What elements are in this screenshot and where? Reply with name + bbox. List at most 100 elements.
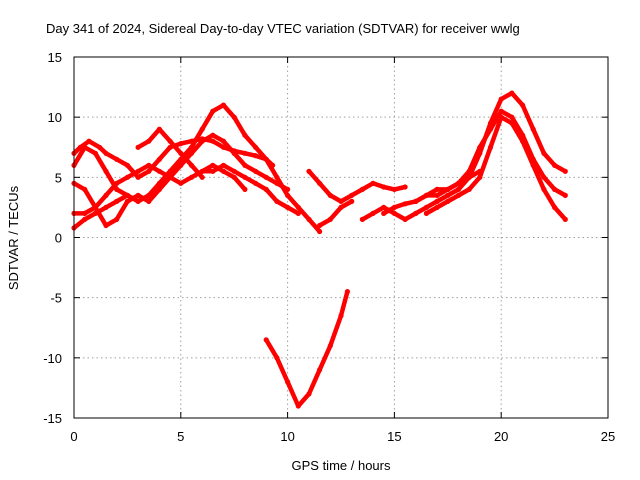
axis-ticks: 0 5 10 15 20 25 -15 -10 -5 0 5 10 15 bbox=[43, 50, 615, 444]
data-point bbox=[455, 192, 462, 198]
data-point bbox=[92, 150, 98, 156]
data-point bbox=[306, 168, 312, 174]
data-point bbox=[242, 162, 248, 168]
data-point bbox=[327, 192, 333, 198]
data-point bbox=[295, 210, 301, 216]
gridlines bbox=[74, 57, 608, 418]
data-point bbox=[178, 150, 184, 156]
data-point bbox=[253, 180, 259, 186]
data-point bbox=[541, 150, 547, 156]
x-axis-label: GPS time / hours bbox=[292, 458, 391, 473]
data-point bbox=[124, 198, 130, 204]
data-point bbox=[338, 313, 344, 319]
data-point bbox=[114, 198, 120, 204]
y-tick-label: 5 bbox=[55, 170, 62, 185]
data-point bbox=[477, 144, 483, 150]
data-point bbox=[167, 174, 173, 180]
data-point bbox=[391, 186, 397, 192]
data-point bbox=[135, 198, 141, 204]
data-point bbox=[231, 174, 237, 180]
data-point bbox=[82, 210, 88, 216]
data-point bbox=[562, 192, 568, 198]
data-point bbox=[135, 168, 141, 174]
data-point bbox=[167, 138, 173, 144]
data-point bbox=[317, 222, 323, 229]
data-point bbox=[317, 180, 323, 186]
data-point bbox=[317, 367, 323, 373]
data-point bbox=[455, 186, 462, 192]
data-point bbox=[306, 216, 312, 222]
data-point bbox=[146, 168, 152, 174]
data-point bbox=[231, 168, 237, 174]
data-point bbox=[188, 150, 195, 156]
data-point bbox=[253, 153, 259, 159]
series-line-track-i bbox=[317, 199, 354, 228]
data-point bbox=[242, 150, 248, 156]
data-point bbox=[413, 210, 419, 216]
data-point bbox=[381, 204, 387, 210]
data-point bbox=[295, 403, 301, 409]
data-point bbox=[253, 168, 259, 174]
data-point bbox=[509, 120, 515, 126]
data-point bbox=[253, 144, 259, 150]
data-point bbox=[477, 168, 483, 174]
data-point bbox=[103, 168, 109, 174]
data-point bbox=[370, 210, 376, 216]
chart-title: Day 341 of 2024, Sidereal Day-to-day VTE… bbox=[46, 21, 520, 36]
data-point bbox=[220, 138, 227, 144]
data-point bbox=[434, 192, 440, 198]
series-line-track-h bbox=[306, 169, 408, 204]
data-point bbox=[423, 204, 429, 210]
data-point bbox=[210, 132, 216, 138]
data-point bbox=[285, 204, 291, 210]
data-point bbox=[530, 162, 536, 168]
y-tick-label: 0 bbox=[55, 231, 62, 246]
data-point bbox=[487, 144, 494, 150]
data-point bbox=[434, 204, 440, 210]
y-tick-label: 10 bbox=[48, 110, 62, 125]
data-point bbox=[188, 174, 195, 180]
y-tick-label: -10 bbox=[43, 351, 62, 366]
data-point bbox=[146, 138, 152, 144]
data-point bbox=[509, 114, 515, 120]
y-axis-label: SDTVAR / TECUs bbox=[6, 185, 21, 290]
data-point bbox=[541, 174, 547, 180]
data-point bbox=[220, 168, 227, 174]
y-tick-label: -5 bbox=[50, 291, 62, 306]
data-point bbox=[295, 204, 301, 210]
data-point bbox=[199, 174, 205, 180]
data-point bbox=[466, 174, 472, 180]
data-point bbox=[445, 198, 451, 204]
data-point bbox=[263, 156, 269, 162]
data-point bbox=[210, 138, 216, 144]
data-point bbox=[97, 144, 103, 150]
data-point bbox=[562, 216, 568, 222]
data-point bbox=[82, 186, 88, 192]
data-point bbox=[178, 180, 184, 186]
data-point bbox=[562, 168, 568, 174]
data-point bbox=[434, 198, 440, 204]
data-point bbox=[274, 180, 280, 186]
data-point bbox=[156, 156, 162, 162]
data-point bbox=[344, 289, 350, 295]
data-point bbox=[391, 204, 397, 210]
x-tick-label: 10 bbox=[280, 429, 294, 444]
data-point bbox=[114, 156, 120, 162]
data-point bbox=[124, 174, 130, 180]
data-point bbox=[498, 114, 504, 120]
series-line-track-l bbox=[424, 114, 568, 222]
data-point bbox=[359, 216, 365, 222]
data-point bbox=[210, 108, 216, 114]
data-point bbox=[530, 126, 536, 132]
data-point bbox=[86, 138, 92, 144]
data-point bbox=[199, 126, 205, 132]
data-point bbox=[263, 186, 269, 192]
data-point bbox=[423, 192, 429, 198]
x-tick-label: 20 bbox=[494, 429, 508, 444]
data-point bbox=[487, 126, 494, 132]
data-point bbox=[210, 168, 216, 174]
data-point bbox=[135, 174, 141, 180]
data-point bbox=[220, 162, 227, 168]
data-point bbox=[124, 162, 130, 168]
data-point bbox=[391, 210, 397, 216]
